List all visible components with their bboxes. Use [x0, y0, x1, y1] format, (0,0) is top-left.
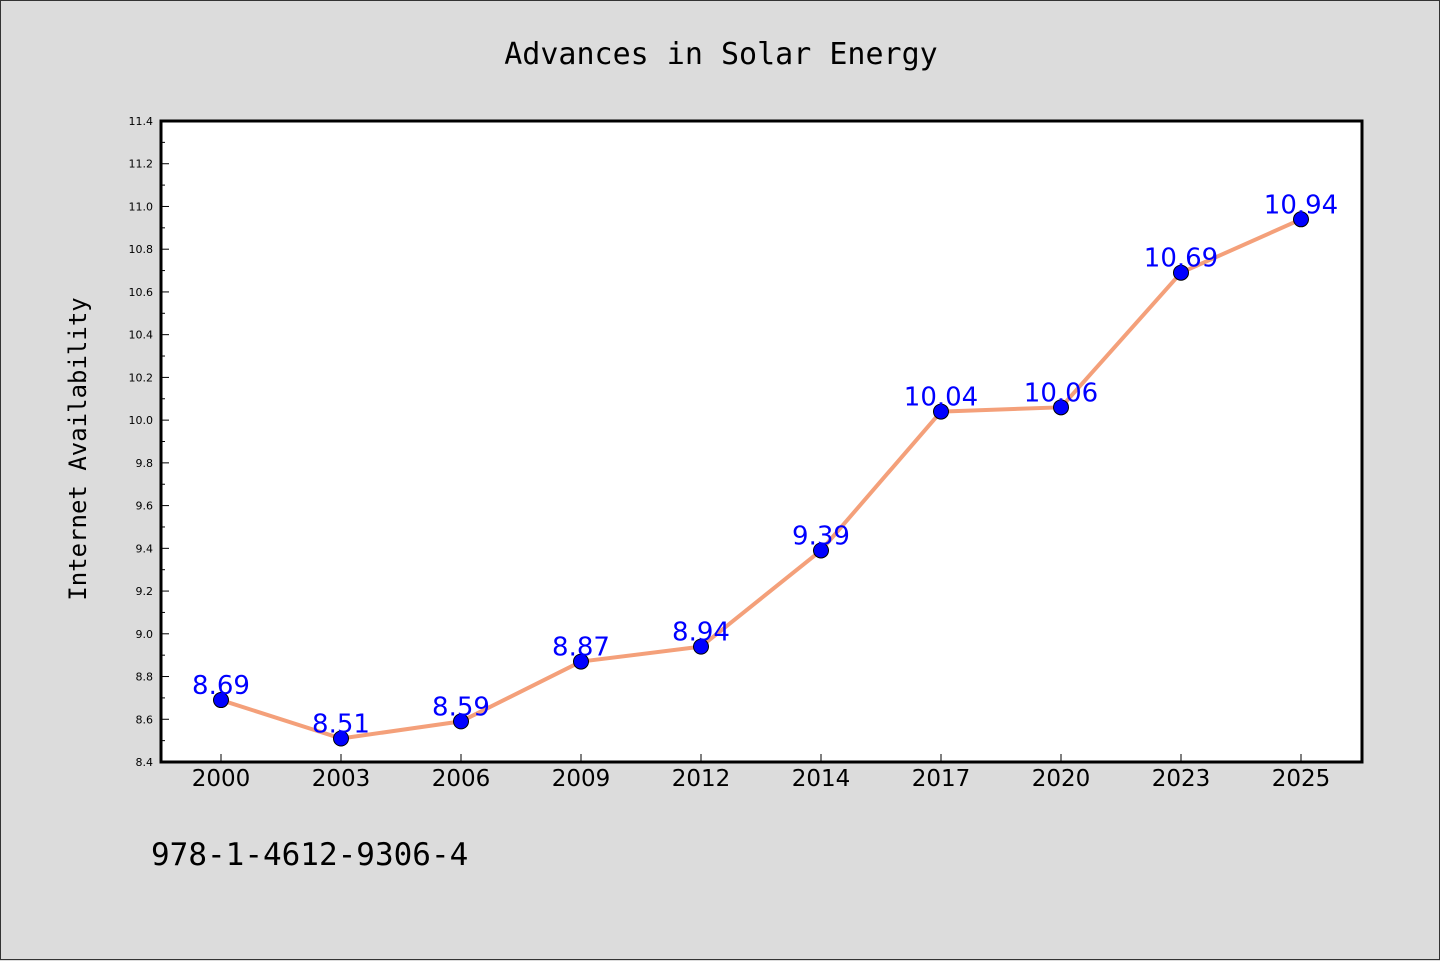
data-label: 8.87 — [552, 633, 610, 663]
data-label: 10.06 — [1024, 378, 1098, 408]
data-point — [933, 403, 949, 420]
y-tick-label: 11.4 — [129, 115, 154, 128]
y-tick-label: 8.8 — [136, 671, 154, 684]
y-tick-label: 9.2 — [136, 585, 154, 598]
x-tick-label: 2017 — [912, 766, 971, 792]
data-label: 10.04 — [904, 383, 978, 413]
data-labels: 8.69 8.51 8.59 8.87 8.94 9.39 10.04 10.06 10.69 1… — [192, 190, 1338, 739]
data-label: 10.94 — [1264, 190, 1338, 220]
data-label: 8.94 — [672, 618, 730, 648]
y-tick-label: 8.4 — [136, 756, 154, 769]
y-tick-label: 10.4 — [129, 329, 154, 342]
x-axis: 2000 2003 2006 2009 2012 2014 2017 2020 2023 2025 — [192, 754, 1331, 792]
data-point — [213, 692, 229, 709]
y-tick-label: 9.4 — [136, 542, 154, 555]
data-point — [1053, 399, 1069, 416]
x-tick-label: 2025 — [1272, 766, 1331, 792]
x-tick-label: 2009 — [552, 766, 611, 792]
plot-area — [159, 119, 1364, 764]
y-tick-label: 10.0 — [129, 414, 154, 427]
data-point — [693, 638, 709, 655]
data-label: 8.69 — [192, 671, 250, 701]
y-axis-label: Internet Availability — [64, 297, 92, 600]
series-line — [220, 217, 1302, 741]
footer-code: 978-1-4612-9306-4 — [151, 837, 468, 873]
data-markers — [213, 211, 1309, 747]
data-label: 8.51 — [312, 709, 370, 739]
x-tick-label: 2003 — [312, 766, 371, 792]
x-tick-label: 2012 — [672, 766, 731, 792]
data-point — [1173, 264, 1189, 281]
y-tick-label: 9.8 — [136, 457, 154, 470]
y-tick-label: 10.2 — [129, 371, 154, 384]
y-axis: 8.4 8.6 8.8 9.0 9.2 9.4 9.6 9.8 10.0 10.2 10.4 10.6… — [129, 115, 169, 769]
chart-title: Advances in Solar Energy — [504, 37, 937, 72]
y-tick-label: 11.0 — [129, 200, 154, 213]
x-tick-label: 2014 — [792, 766, 851, 792]
y-tick-label: 8.6 — [136, 713, 154, 726]
data-point — [1293, 211, 1309, 228]
y-tick-label: 10.8 — [129, 243, 154, 256]
data-point — [813, 542, 829, 559]
data-point — [333, 730, 349, 747]
y-tick-label: 9.0 — [136, 628, 154, 641]
x-tick-label: 2006 — [432, 766, 491, 792]
x-tick-label: 2000 — [192, 766, 251, 792]
x-tick-label: 2020 — [1032, 766, 1091, 792]
data-point — [573, 653, 589, 670]
y-tick-label: 9.6 — [136, 500, 154, 513]
x-tick-label: 2023 — [1152, 766, 1211, 792]
y-tick-label: 11.2 — [129, 158, 154, 171]
data-label: 10.69 — [1144, 244, 1218, 274]
data-point — [453, 713, 469, 730]
data-label: 9.39 — [792, 521, 850, 551]
y-tick-label: 10.6 — [129, 286, 154, 299]
data-label: 8.59 — [432, 692, 490, 722]
